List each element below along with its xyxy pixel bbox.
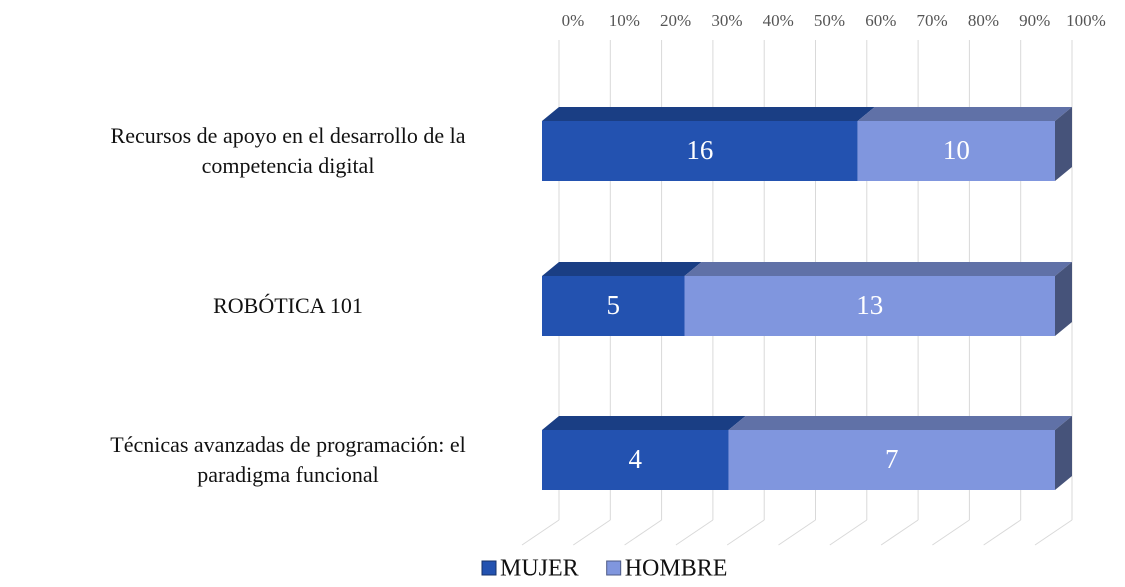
bar-top	[542, 107, 875, 121]
bar-top	[684, 262, 1072, 276]
grid-floor-line	[573, 519, 611, 546]
data-label: 10	[943, 135, 970, 165]
x-tick-label: 40%	[763, 11, 794, 30]
bar-side	[1055, 107, 1072, 181]
grid-floor-line	[829, 519, 868, 546]
data-label: 16	[686, 135, 713, 165]
grid-floor-line	[983, 519, 1021, 546]
bar	[542, 276, 685, 336]
bar	[684, 276, 1055, 336]
x-tick-label: 50%	[814, 11, 845, 30]
bar-top	[728, 416, 1072, 430]
grid-floor-line	[1034, 519, 1073, 546]
data-label: 13	[856, 290, 883, 320]
x-tick-label: 100%	[1066, 11, 1106, 30]
grid-floor-line	[675, 519, 714, 546]
bar-side	[1055, 416, 1072, 490]
bar-top	[542, 416, 746, 430]
y-tick-label: ROBÓTICA 101	[213, 293, 363, 318]
y-tick-label: Técnicas avanzadas de programación: el p…	[110, 432, 466, 487]
data-label: 5	[607, 290, 621, 320]
data-label: 4	[629, 444, 643, 474]
bar	[542, 430, 729, 490]
bar	[857, 121, 1055, 181]
x-tick-label: 30%	[711, 11, 742, 30]
data-label: 7	[885, 444, 899, 474]
bar-side	[1055, 262, 1072, 336]
legend-label: HOMBRE	[625, 556, 728, 582]
x-tick-label: 60%	[865, 11, 896, 30]
bar-top	[857, 107, 1072, 121]
x-tick-label: 90%	[1019, 11, 1050, 30]
grid-floor-line	[932, 519, 970, 546]
grid-floor-line	[778, 519, 816, 546]
bar-top	[542, 262, 702, 276]
bar	[542, 121, 858, 181]
x-tick-label: 80%	[968, 11, 999, 30]
grid-floor-line	[521, 519, 560, 546]
legend-swatch	[606, 560, 622, 576]
grid-floor-line	[624, 519, 662, 546]
y-tick-label: Recursos de apoyo en el desarrollo de la…	[110, 123, 466, 178]
legend-swatch	[481, 560, 497, 576]
x-tick-label: 10%	[609, 11, 640, 30]
x-tick-label: 70%	[917, 11, 948, 30]
x-tick-label: 0%	[562, 11, 585, 30]
x-tick-label: 20%	[660, 11, 691, 30]
grid-floor-line	[880, 519, 919, 546]
bar	[728, 430, 1055, 490]
legend-label: MUJER	[500, 556, 579, 582]
grid-floor-line	[726, 519, 765, 546]
